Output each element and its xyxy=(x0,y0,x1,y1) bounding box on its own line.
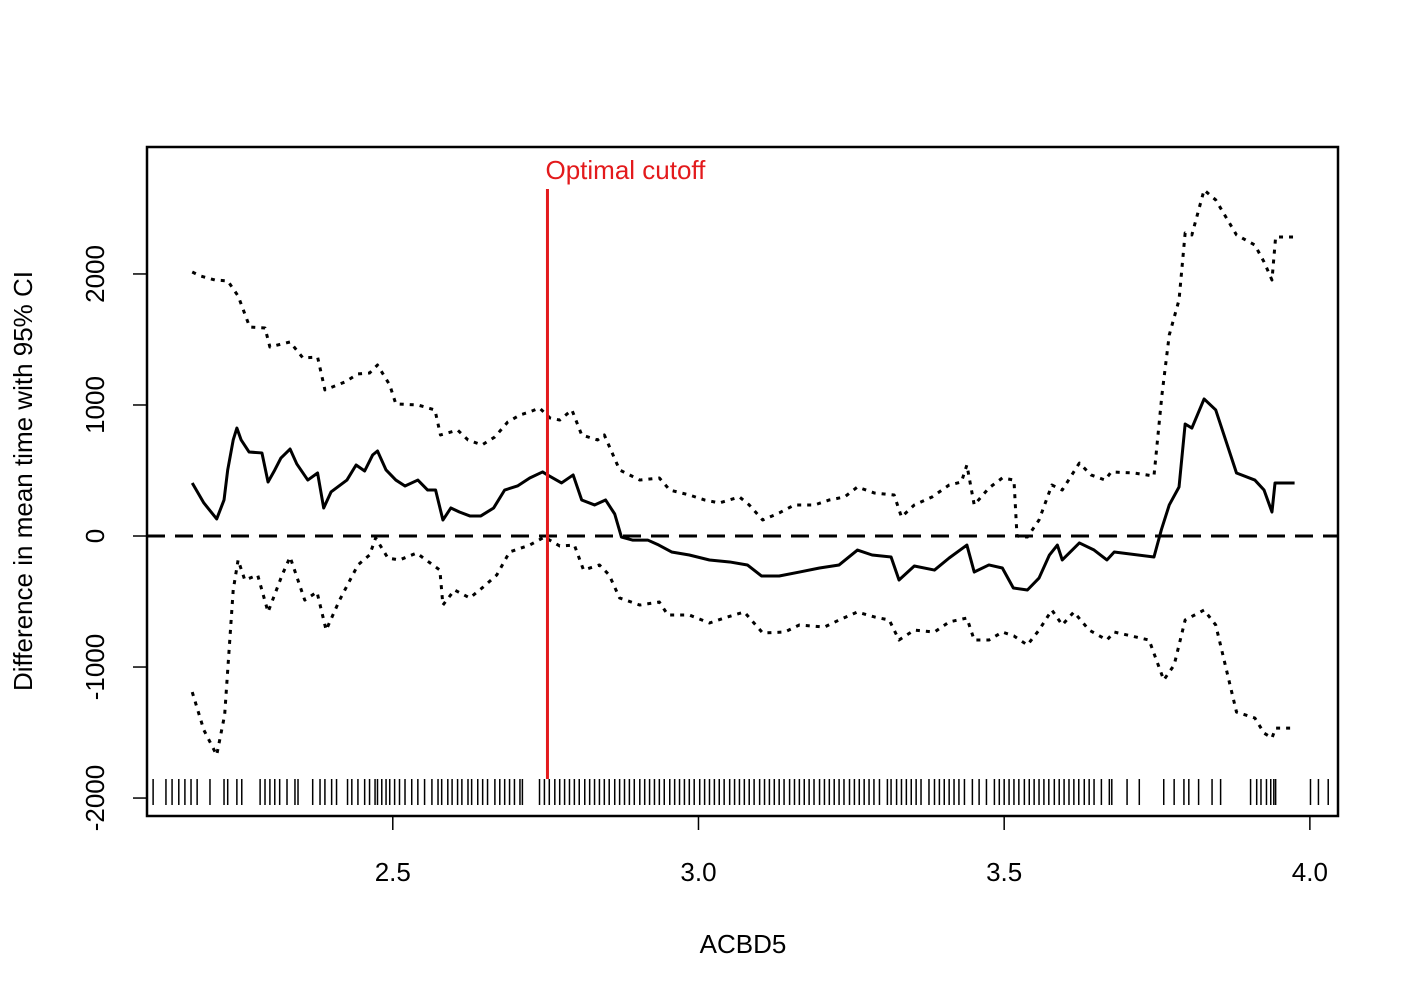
y-tick-label: 0 xyxy=(80,529,110,543)
plot-frame xyxy=(145,145,1340,818)
y-axis-title: Difference in mean time with 95% CI xyxy=(8,271,38,691)
series-line xyxy=(191,188,1295,539)
y-tick-label: 2000 xyxy=(80,245,110,303)
x-tick-label: 3.0 xyxy=(680,857,716,887)
y-tick-label: -2000 xyxy=(80,765,110,832)
x-tick-label: 2.5 xyxy=(375,857,411,887)
y-tick-label: 1000 xyxy=(80,376,110,434)
series-line xyxy=(190,535,1295,757)
x-tick-label: 3.5 xyxy=(986,857,1022,887)
x-tick-label: 4.0 xyxy=(1292,857,1328,887)
series-line xyxy=(190,397,1295,592)
y-tick-label: -1000 xyxy=(80,634,110,701)
x-axis-title: ACBD5 xyxy=(700,929,787,959)
cutoff-label: Optimal cutoff xyxy=(545,155,706,185)
